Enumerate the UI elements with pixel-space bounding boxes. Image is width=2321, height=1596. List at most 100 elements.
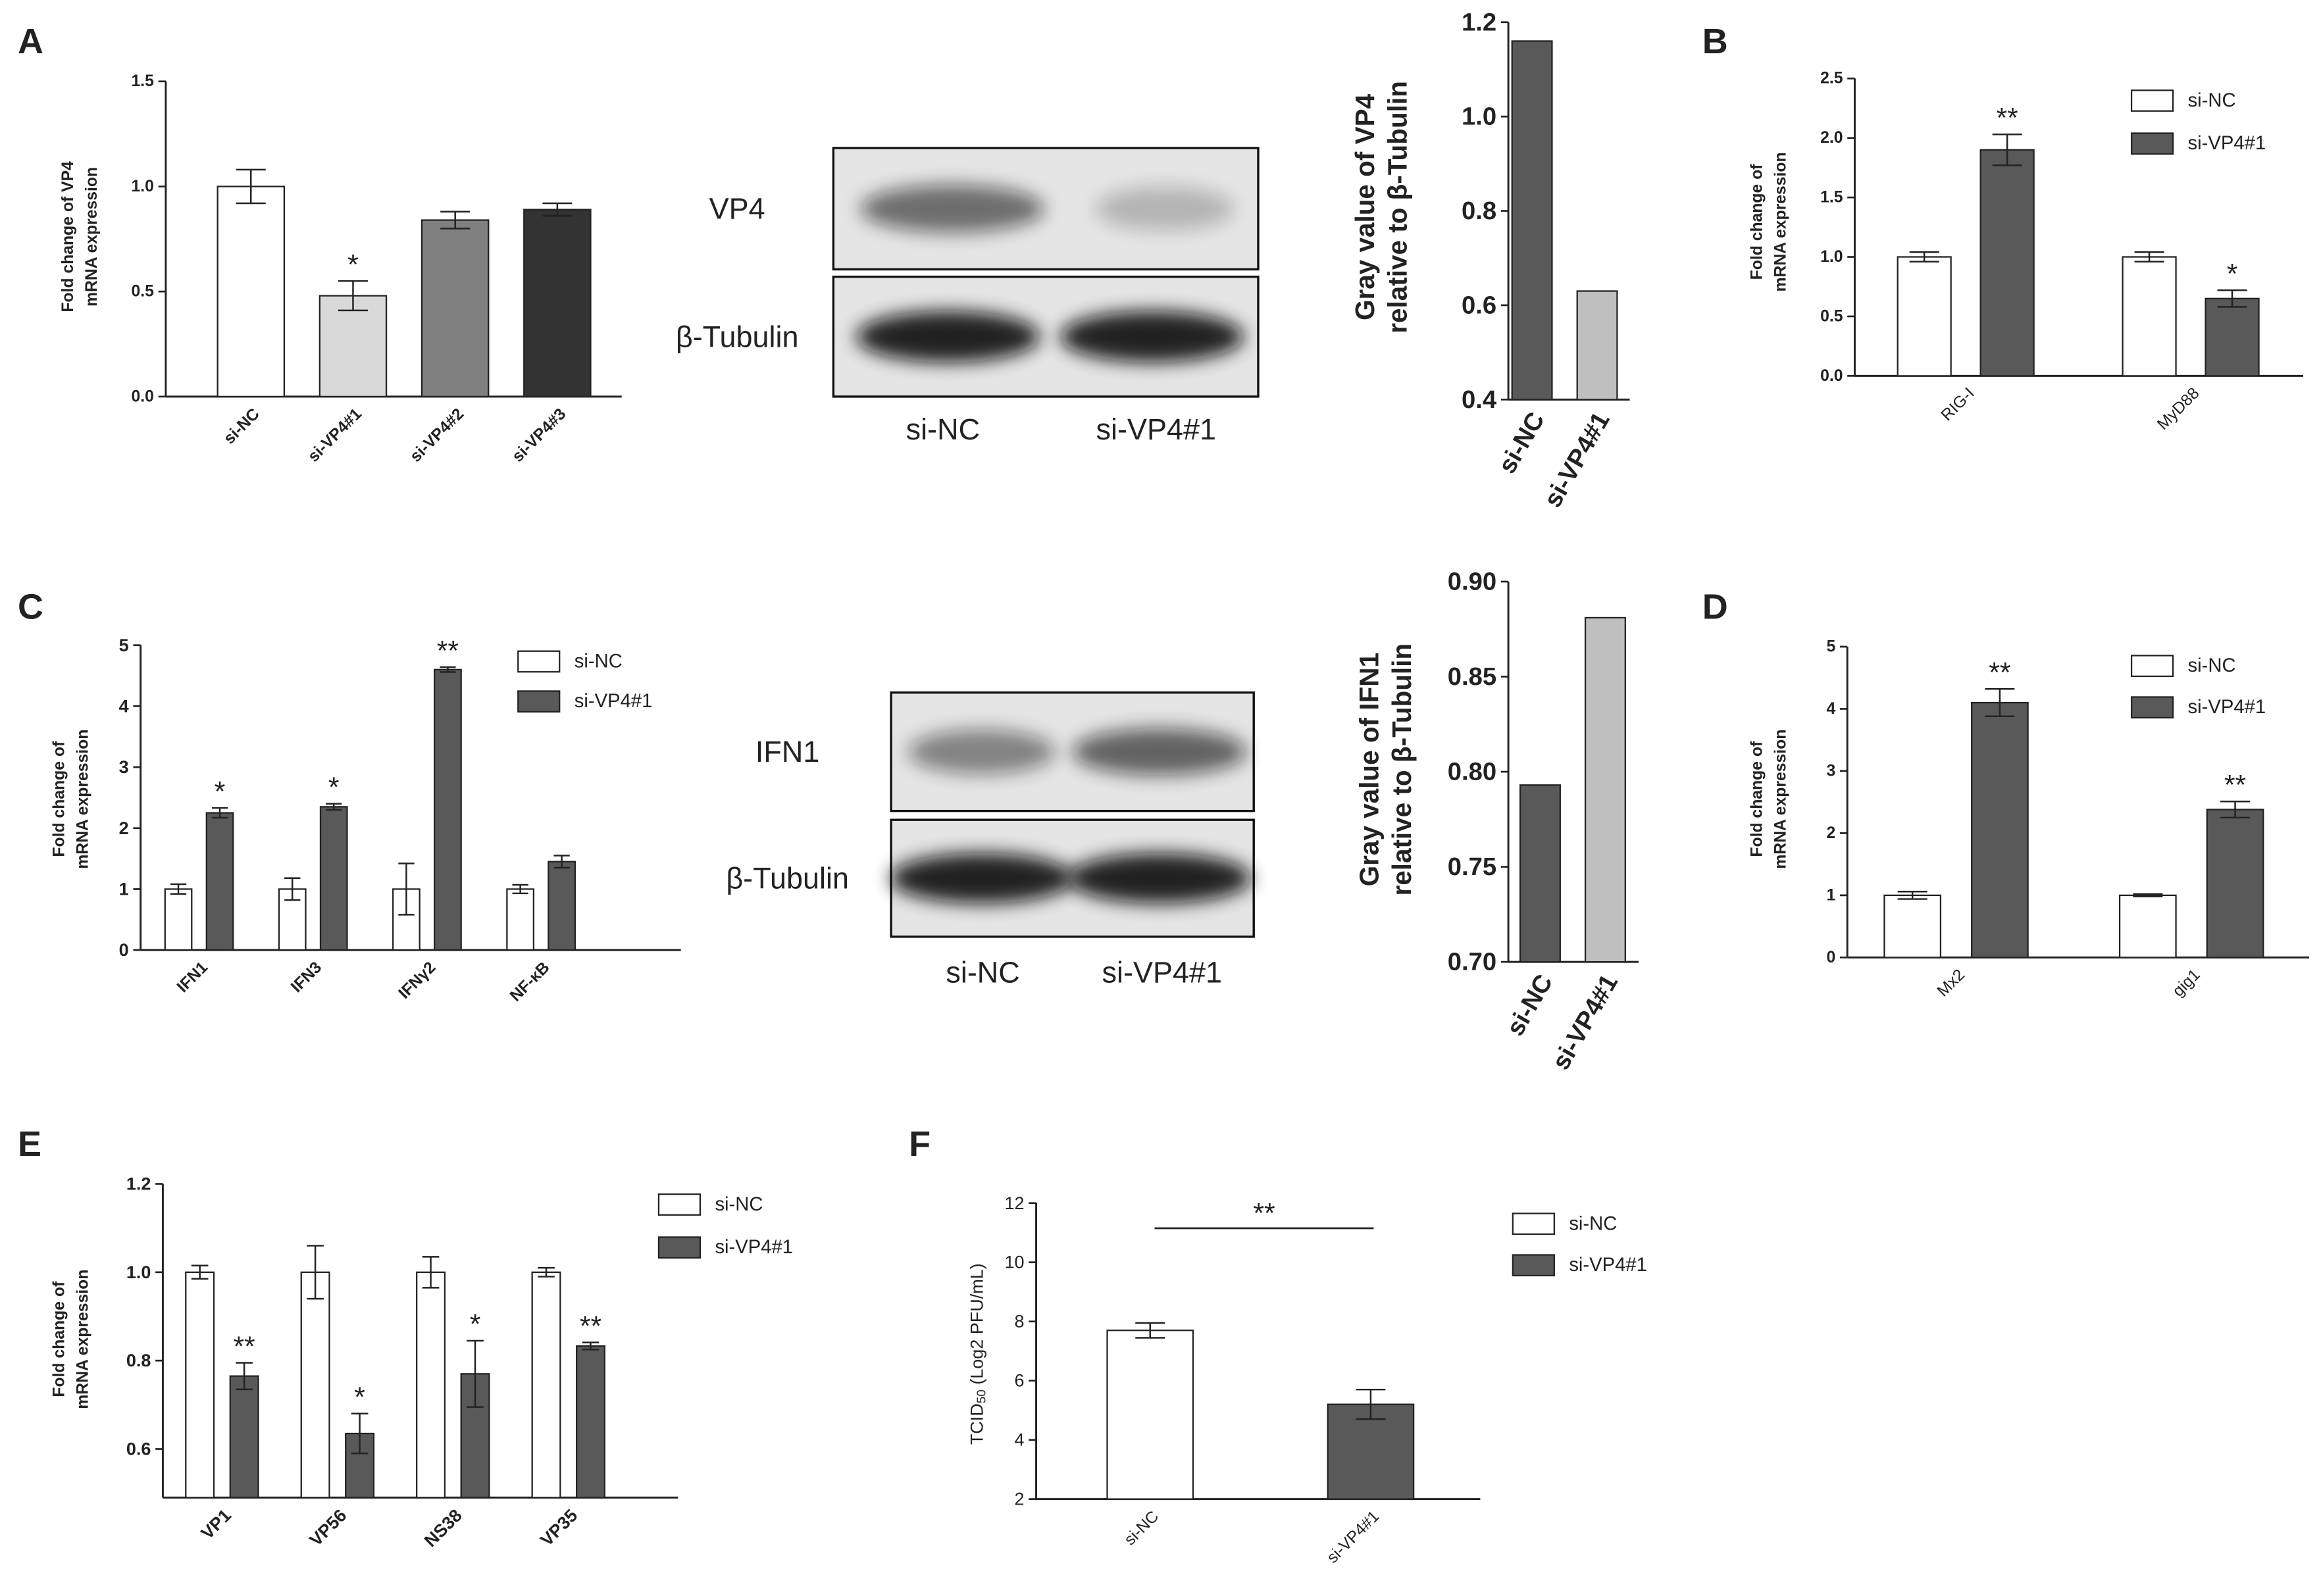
y-axis-label: mRNA expression (1772, 730, 1789, 869)
x-tick-label: si-VP4#1 (305, 405, 365, 466)
bar-chart: A Fold change of VP4 mRNA expression 0.0 0.5… (18, 22, 622, 466)
bar (2118, 894, 2177, 959)
y-tick-label: 10 (1005, 1253, 1025, 1272)
bar (506, 888, 535, 951)
error-bar (1992, 134, 2022, 166)
error-bar (582, 1341, 599, 1351)
y-tick-label: 8 (1015, 1312, 1025, 1332)
bar (416, 1271, 446, 1499)
blot-band (1096, 187, 1234, 231)
bar-chart: B Fold change of mRNA expression 0.0 0.5 1.0 1… (1702, 22, 2304, 434)
y-tick-label: 1.2 (126, 1174, 151, 1194)
western-blot: VP4 β-Tubulin si-NC si-VP4#1 (676, 147, 1260, 446)
y-tick-label: 4 (119, 696, 129, 716)
y-tick-label: 0.6 (126, 1439, 151, 1459)
panel-label: E (18, 1124, 41, 1164)
legend-swatch (517, 690, 561, 713)
error-bar (236, 168, 266, 205)
y-tick-label: 0.6 (1462, 291, 1496, 319)
y-axis-label: Gray value of IFN1 (1354, 653, 1385, 886)
bar (548, 860, 576, 951)
bar (1519, 784, 1561, 963)
legend-label: si-NC (2188, 655, 2236, 676)
error-bar (284, 877, 301, 901)
y-axis-label: Fold change of (1748, 164, 1766, 280)
bar (1971, 701, 2029, 959)
legend-swatch (657, 1193, 701, 1216)
significance-label: ** (234, 1331, 255, 1362)
blot-band (908, 729, 1056, 774)
y-axis-label: Gray value of VP4 (1350, 93, 1380, 320)
bar (229, 1375, 259, 1499)
bar-chart: C Fold change of mRNA expression 0 1 2 3 4 5 IFN1… (18, 587, 681, 1005)
y-tick-label: 4 (1826, 700, 1835, 718)
y-tick-label: 0 (119, 940, 129, 960)
bar (1979, 149, 2035, 377)
error-bar (398, 862, 415, 916)
y-tick-label: 0.4 (1462, 386, 1497, 414)
error-bar (1985, 688, 2015, 718)
bar (576, 1345, 605, 1499)
y-tick-label: 0.5 (132, 283, 155, 301)
legend-label: si-VP4#1 (2188, 697, 2266, 718)
blot-band (1060, 311, 1244, 362)
bar-chart: D Fold change of mRNA expression 0 1 2 3 4 5 Mx2 *… (1702, 587, 2310, 1000)
bar (2122, 256, 2177, 377)
panel-label: B (1702, 22, 1728, 61)
bar (164, 888, 193, 951)
x-tick-label: si-NC (1501, 970, 1558, 1041)
panel-label: A (18, 22, 43, 61)
y-tick-label: 0.85 (1448, 662, 1496, 691)
x-tick-label: VP1 (197, 1505, 235, 1543)
significance-label: * (215, 776, 226, 807)
blot-band (890, 853, 1074, 904)
y-tick-label: 5 (119, 636, 129, 655)
x-tick-label: si-VP4#1 (1539, 407, 1616, 512)
x-tick-label: si-VP4#1 (1546, 970, 1623, 1075)
y-tick-label: 0.0 (132, 387, 154, 405)
x-tick-label: NF-κB (507, 959, 553, 1005)
y-axis-label: Fold change of (1748, 741, 1766, 857)
bar (1511, 40, 1553, 401)
significance-label: ** (1997, 103, 2018, 134)
y-tick-label: 12 (1005, 1193, 1025, 1213)
y-axis-label: Fold change of (50, 1281, 68, 1397)
significance-label: ** (1989, 657, 2010, 689)
error-bar (440, 666, 456, 673)
error-bar (1135, 1322, 1165, 1339)
significance-label: ** (2224, 769, 2246, 801)
blot-band (856, 311, 1040, 362)
y-tick-label: 2 (1826, 824, 1835, 842)
bar (300, 1271, 330, 1499)
y-tick-label: 0.80 (1448, 758, 1496, 786)
legend-swatch (2130, 696, 2174, 719)
x-tick-label: si-VP4#3 (509, 405, 569, 466)
x-tick-label: VP56 (306, 1505, 351, 1550)
y-tick-label: 2 (119, 818, 129, 838)
bar-chart: Gray value of VP4 relative to β-Tubulin 0.… (1350, 8, 1630, 512)
y-tick-label: 4 (1015, 1430, 1025, 1450)
error-bar (538, 1266, 555, 1278)
error-bar (440, 211, 471, 230)
error-bar (542, 202, 573, 217)
significance-label: ** (580, 1310, 601, 1342)
bar (217, 186, 286, 397)
x-tick-label: si-NC (1121, 1508, 1162, 1549)
legend-swatch (2130, 655, 2174, 678)
legend-swatch (2130, 132, 2174, 155)
y-axis-label-part: (Log2 PFU/mL) (967, 1263, 987, 1389)
legend-swatch (517, 650, 561, 673)
significance-label: * (2227, 258, 2238, 289)
y-tick-label: 1.5 (132, 72, 155, 90)
lane-label: si-NC (946, 955, 1019, 989)
y-tick-label: 1.0 (1462, 103, 1496, 131)
x-tick-label: IFN3 (288, 959, 325, 996)
bar (1106, 1330, 1194, 1500)
y-axis-label: mRNA expression (1772, 152, 1789, 291)
legend-label: si-VP4#1 (2188, 133, 2266, 154)
legend-swatch (2130, 89, 2174, 112)
legend-label: si-VP4#1 (1569, 1255, 1647, 1276)
error-bar (512, 884, 528, 895)
